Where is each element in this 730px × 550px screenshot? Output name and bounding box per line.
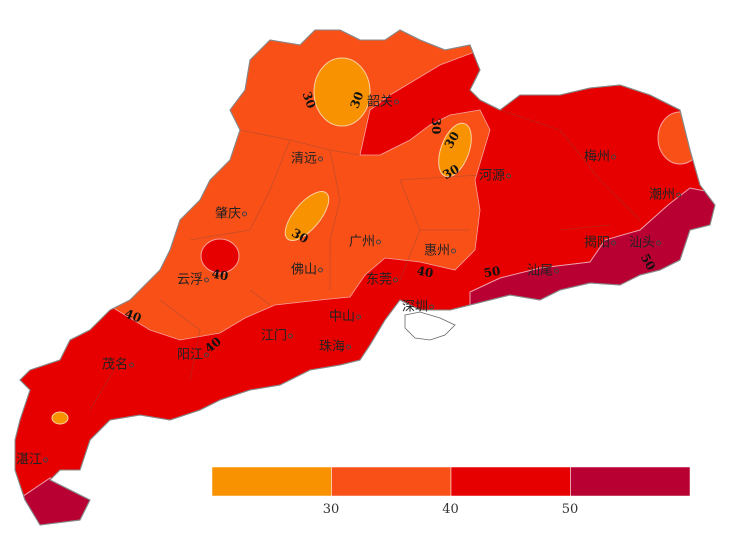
legend-swatch [570, 466, 691, 497]
city-label: 清远 [291, 148, 323, 167]
band-under-30-heyuan [438, 122, 472, 178]
city-label: 阳江 [177, 344, 209, 363]
city-label: 中山 [329, 306, 361, 325]
band-30-40-meizhou [657, 111, 703, 165]
contour-label: 30 [429, 117, 443, 135]
city-label: 肇庆 [215, 203, 247, 222]
legend-tick-label: 30 [322, 502, 340, 517]
contour-label: 50 [482, 263, 502, 281]
city-label: 珠海 [319, 336, 351, 355]
legend-colorbar [211, 466, 691, 497]
legend-swatch [331, 466, 452, 497]
city-label: 汕尾 [527, 260, 559, 279]
city-label: 梅州 [584, 146, 616, 165]
city-label: 潮州 [649, 184, 681, 203]
city-label: 韶关 [367, 91, 399, 110]
province-border [14, 29, 716, 526]
city-label: 佛山 [291, 259, 323, 278]
city-label: 湛江 [16, 449, 48, 468]
city-label: 汕头 [629, 232, 661, 251]
legend-swatch [450, 466, 571, 497]
city-label: 茂名 [102, 354, 134, 373]
city-boundaries [89, 109, 641, 411]
city-label: 河源 [479, 165, 511, 184]
contour-label: 40 [415, 263, 435, 281]
hong-kong-outline [404, 311, 456, 341]
city-label: 云浮 [177, 269, 209, 288]
band-under-30-zhanjiang [51, 411, 69, 425]
legend-swatch [211, 466, 332, 497]
city-label: 广州 [349, 231, 381, 250]
legend-tick-label: 40 [442, 502, 459, 517]
legend-tick-label: 50 [561, 502, 579, 517]
city-label: 江门 [261, 325, 293, 344]
city-label: 惠州 [424, 240, 456, 259]
band-under-30-guangzhou [284, 191, 330, 241]
band-40-50-yunfu [200, 238, 240, 274]
city-label: 深圳 [402, 296, 434, 315]
city-label: 揭阳 [584, 232, 616, 251]
contour-label: 40 [210, 266, 230, 284]
city-label: 东莞 [366, 269, 398, 288]
